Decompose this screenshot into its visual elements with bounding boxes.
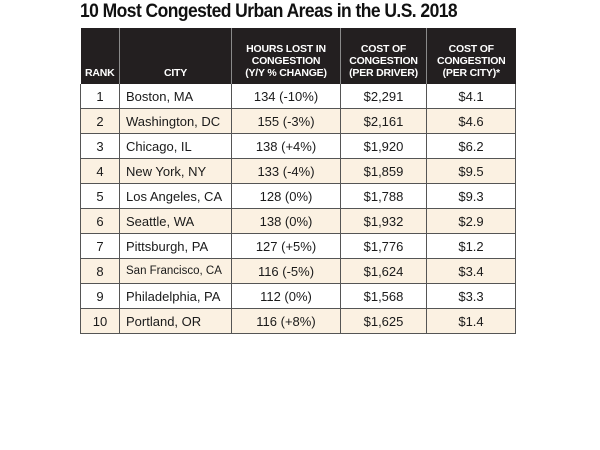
table-row: 7 Pittsburgh, PA 127 (+5%) $1,776 $1.2: [80, 233, 516, 259]
cost-per-driver-cell: $1,568: [340, 283, 427, 309]
cost-per-city-cell: $3.3: [426, 283, 516, 309]
table-row: 1 Boston, MA 134 (-10%) $2,291 $4.1: [80, 84, 516, 109]
cost-per-city-cell: $4.1: [426, 84, 516, 109]
table-row: 4 New York, NY 133 (-4%) $1,859 $9.5: [80, 158, 516, 184]
cost-per-driver-cell: $2,161: [340, 108, 427, 134]
header-line: COST OF: [360, 43, 407, 55]
table-row: 6 Seattle, WA 138 (0%) $1,932 $2.9: [80, 208, 516, 234]
cost-per-city-cell: $4.6: [426, 108, 516, 134]
table-row: 2 Washington, DC 155 (-3%) $2,161 $4.6: [80, 108, 516, 134]
cost-per-city-cell: $1.4: [426, 308, 516, 334]
column-header-city: CITY: [119, 28, 232, 84]
hours-lost-cell: 138 (+4%): [231, 133, 341, 159]
city-cell: Portland, OR: [119, 308, 232, 334]
cost-per-driver-cell: $1,776: [340, 233, 427, 259]
cost-per-city-cell: $6.2: [426, 133, 516, 159]
rank-cell: 2: [80, 108, 120, 134]
rank-cell: 1: [80, 84, 120, 109]
table-row: 10 Portland, OR 116 (+8%) $1,625 $1.4: [80, 308, 516, 334]
cost-per-city-cell: $3.4: [426, 258, 516, 284]
header-line: CITY: [163, 67, 188, 79]
city-cell: Washington, DC: [119, 108, 232, 134]
header-line: CONGESTION: [349, 55, 418, 67]
header-line: (PER CITY)*: [442, 67, 501, 79]
rank-cell: 7: [80, 233, 120, 259]
cost-per-driver-cell: $1,920: [340, 133, 427, 159]
cost-per-driver-cell: $1,859: [340, 158, 427, 184]
hours-lost-cell: 116 (-5%): [231, 258, 341, 284]
rank-cell: 4: [80, 158, 120, 184]
cost-per-city-cell: $9.3: [426, 183, 516, 209]
cost-per-city-cell: $1.2: [426, 233, 516, 259]
column-header-hours-lost: HOURS LOST IN CONGESTION (Y/Y % CHANGE): [231, 28, 341, 84]
cost-per-driver-cell: $2,291: [340, 84, 427, 109]
city-cell: New York, NY: [119, 158, 232, 184]
city-cell: San Francisco, CA: [119, 258, 232, 284]
rank-cell: 9: [80, 283, 120, 309]
hours-lost-cell: 116 (+8%): [231, 308, 341, 334]
table-row: 3 Chicago, IL 138 (+4%) $1,920 $6.2: [80, 133, 516, 159]
header-line: (PER DRIVER): [349, 67, 418, 79]
header-line: HOURS LOST IN: [246, 43, 326, 55]
hours-lost-cell: 155 (-3%): [231, 108, 341, 134]
column-header-cost-per-city: COST OF CONGESTION (PER CITY)*: [426, 28, 516, 84]
rank-cell: 3: [80, 133, 120, 159]
city-cell: Los Angeles, CA: [119, 183, 232, 209]
cost-per-city-cell: $9.5: [426, 158, 516, 184]
city-cell: Boston, MA: [119, 84, 232, 109]
cost-per-driver-cell: $1,624: [340, 258, 427, 284]
header-line: CONGESTION: [251, 55, 321, 67]
table-row: 9 Philadelphia, PA 112 (0%) $1,568 $3.3: [80, 283, 516, 309]
table-row: 5 Los Angeles, CA 128 (0%) $1,788 $9.3: [80, 183, 516, 209]
rank-cell: 5: [80, 183, 120, 209]
header-line: CONGESTION: [436, 55, 506, 67]
header-row: RANK CITY HOURS LOST IN CONGESTION (Y/Y % …: [80, 28, 516, 84]
hours-lost-cell: 112 (0%): [231, 283, 341, 309]
rank-cell: 6: [80, 208, 120, 234]
cost-per-driver-cell: $1,788: [340, 183, 427, 209]
hours-lost-cell: 138 (0%): [231, 208, 341, 234]
city-cell: Chicago, IL: [119, 133, 232, 159]
congestion-table: RANK CITY HOURS LOST IN CONGESTION (Y/Y % …: [80, 28, 516, 334]
hours-lost-cell: 134 (-10%): [231, 84, 341, 109]
hours-lost-cell: 133 (-4%): [231, 158, 341, 184]
hours-lost-cell: 127 (+5%): [231, 233, 341, 259]
rank-cell: 10: [80, 308, 120, 334]
column-header-cost-per-driver: COST OF CONGESTION (PER DRIVER): [340, 28, 427, 84]
city-cell: Philadelphia, PA: [119, 283, 232, 309]
city-cell: Pittsburgh, PA: [119, 233, 232, 259]
table-body: 1 Boston, MA 134 (-10%) $2,291 $4.1 2 Washingt…: [80, 84, 516, 334]
cost-per-city-cell: $2.9: [426, 208, 516, 234]
column-header-rank: RANK: [80, 28, 120, 84]
cost-per-driver-cell: $1,625: [340, 308, 427, 334]
header-line: COST OF: [448, 43, 494, 55]
table-row: 8 San Francisco, CA 116 (-5%) $1,624 $3.4: [80, 258, 516, 284]
table-title: 10 Most Congested Urban Areas in the U.S…: [80, 1, 458, 22]
cost-per-driver-cell: $1,932: [340, 208, 427, 234]
header-line: (Y/Y % CHANGE): [245, 67, 327, 79]
hours-lost-cell: 128 (0%): [231, 183, 341, 209]
city-cell: Seattle, WA: [119, 208, 232, 234]
rank-cell: 8: [80, 258, 120, 284]
header-line: RANK: [84, 67, 115, 79]
